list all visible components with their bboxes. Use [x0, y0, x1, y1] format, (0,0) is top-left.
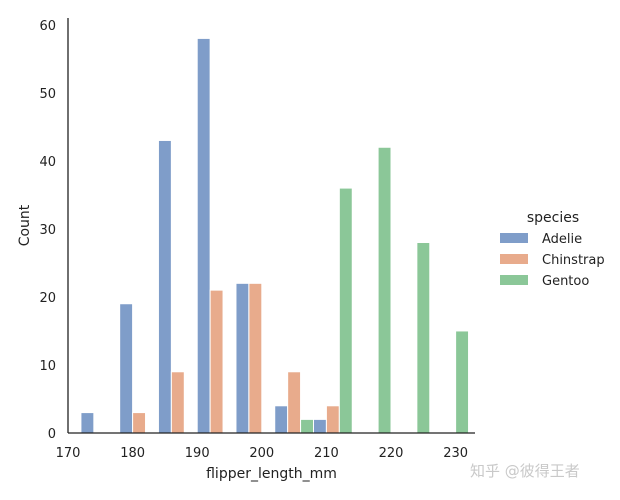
x-tick-label: 230	[443, 446, 468, 461]
bar-gentoo-bin-7	[377, 146, 392, 434]
bar-adelie-bin-1	[119, 303, 134, 434]
y-tick-label: 40	[39, 155, 56, 170]
bar-chinstrap-bin-5	[287, 371, 302, 434]
legend: species Adelie Chinstrap Gentoo	[500, 210, 605, 289]
bar-adelie-bin-4	[235, 282, 250, 434]
y-tick-labels: 0 10 20 30 40 50 60	[39, 19, 56, 442]
x-tick-label: 210	[314, 446, 339, 461]
bar-adelie-bin-6	[312, 418, 327, 434]
x-tick-label: 190	[185, 446, 210, 461]
y-tick-label: 60	[39, 19, 56, 34]
bar-chinstrap-bin-6	[325, 405, 340, 434]
y-tick-label: 20	[39, 291, 56, 306]
bar-adelie-bin-2	[157, 139, 172, 434]
bar-chinstrap-bin-1	[132, 412, 147, 434]
bar-gentoo-bin-5	[300, 418, 314, 434]
bar-chinstrap-bin-2	[170, 371, 185, 434]
legend-label-chinstrap: Chinstrap	[542, 253, 605, 268]
x-tick-label: 200	[249, 446, 274, 461]
bar-adelie-bin-0	[80, 412, 95, 434]
x-tick-label: 220	[379, 446, 404, 461]
y-tick-label: 0	[48, 427, 56, 442]
bar-gentoo-bin-9	[455, 330, 470, 434]
x-tick-label: 180	[120, 446, 145, 461]
bars-group	[80, 37, 470, 434]
x-axis-title: flipper_length_mm	[206, 466, 337, 482]
bar-adelie-bin-5	[274, 405, 289, 434]
y-tick-label: 50	[39, 87, 56, 102]
legend-swatch-gentoo	[500, 275, 528, 285]
y-tick-label: 30	[39, 223, 56, 238]
bar-gentoo-bin-8	[416, 242, 431, 434]
x-tick-labels: 170 180 190 200 210 220 230	[56, 446, 468, 461]
bar-gentoo-bin-6	[338, 187, 353, 434]
bar-chinstrap-bin-4	[248, 282, 263, 434]
y-tick-label: 10	[39, 359, 56, 374]
watermark: 知乎 @彼得王者	[470, 462, 580, 480]
legend-swatch-chinstrap	[500, 254, 528, 264]
bar-chinstrap-bin-3	[209, 289, 224, 434]
legend-title: species	[527, 210, 579, 226]
legend-label-adelie: Adelie	[542, 232, 582, 247]
bar-adelie-bin-3	[196, 37, 211, 434]
y-axis-title: Count	[17, 204, 33, 246]
axes-group	[67, 18, 475, 434]
legend-label-gentoo: Gentoo	[542, 274, 589, 289]
x-tick-label: 170	[56, 446, 81, 461]
legend-swatch-adelie	[500, 233, 528, 243]
